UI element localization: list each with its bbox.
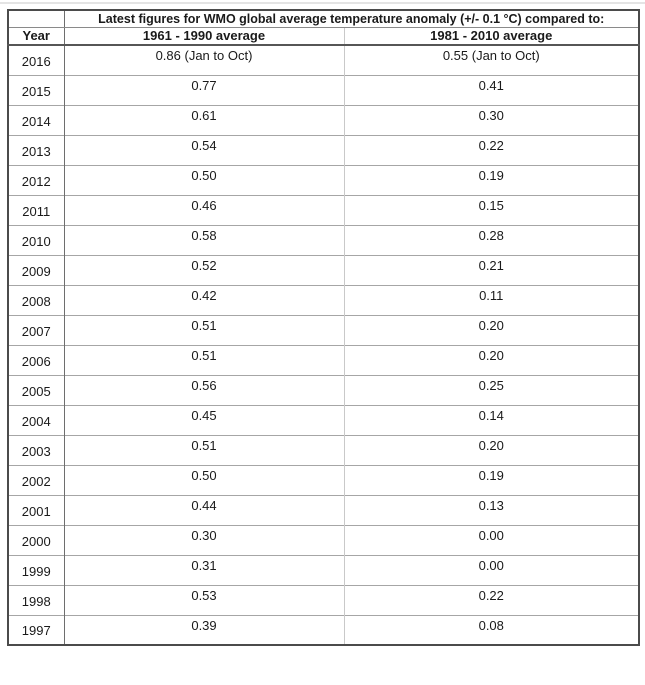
value-1981-2010-cell: 0.19 [344,164,639,195]
table-body: 2016 0.86 (Jan to Oct) 0.55 (Jan to Oct)… [8,44,639,645]
year-cell: 1998 [8,584,65,615]
value-1961-1990-cell: 0.77 [64,74,345,105]
table-row: 2007 0.51 0.20 [8,314,639,345]
table-row: 2002 0.50 0.19 [8,464,639,495]
value-1961-1990-cell: 0.31 [64,554,345,585]
value-1981-2010-cell: 0.22 [344,134,639,165]
year-cell: 2012 [8,164,65,195]
table-row: 1998 0.53 0.22 [8,584,639,615]
value-1961-1990-cell: 0.51 [64,434,345,465]
value-1961-1990-cell: 0.44 [64,494,345,525]
table-row: 2000 0.30 0.00 [8,524,639,555]
value-1981-2010-cell: 0.00 [344,554,639,585]
value-1981-2010-cell: 0.25 [344,374,639,405]
value-1981-2010-cell: 0.28 [344,224,639,255]
value-1961-1990-cell: 0.51 [64,314,345,345]
year-cell: 2015 [8,74,65,105]
year-cell: 1997 [8,614,65,645]
table-row: 2013 0.54 0.22 [8,134,639,165]
value-1961-1990-cell: 0.51 [64,344,345,375]
value-1981-2010-cell: 0.20 [344,314,639,345]
table-row: 1999 0.31 0.00 [8,554,639,585]
table-row: 2011 0.46 0.15 [8,194,639,225]
year-cell: 2009 [8,254,65,285]
avg-1961-1990-column-header: 1961 - 1990 average [64,27,345,46]
value-1961-1990-cell: 0.54 [64,134,345,165]
value-1981-2010-cell: 0.19 [344,464,639,495]
year-cell: 2004 [8,404,65,435]
value-1961-1990-cell: 0.53 [64,584,345,615]
value-1981-2010-cell: 0.00 [344,524,639,555]
value-1961-1990-cell: 0.39 [64,614,345,645]
value-1961-1990-cell: 0.46 [64,194,345,225]
table-row: 2004 0.45 0.14 [8,404,639,435]
table-row: 2016 0.86 (Jan to Oct) 0.55 (Jan to Oct) [8,44,639,75]
year-cell: 2007 [8,314,65,345]
value-1981-2010-cell: 0.22 [344,584,639,615]
value-1961-1990-cell: 0.50 [64,464,345,495]
year-cell: 1999 [8,554,65,585]
year-cell: 2016 [8,44,65,75]
value-1981-2010-cell: 0.30 [344,104,639,135]
table-row: 2003 0.51 0.20 [8,434,639,465]
value-1981-2010-cell: 0.41 [344,74,639,105]
table-row: 2006 0.51 0.20 [8,344,639,375]
table-title: Latest figures for WMO global average te… [64,10,639,28]
value-1981-2010-cell: 0.14 [344,404,639,435]
table-row: 2015 0.77 0.41 [8,74,639,105]
value-1961-1990-cell: 0.52 [64,254,345,285]
value-1981-2010-cell: 0.55 (Jan to Oct) [344,44,639,75]
year-cell: 2014 [8,104,65,135]
corner-empty-cell [8,10,65,28]
year-cell: 2006 [8,344,65,375]
value-1961-1990-cell: 0.61 [64,104,345,135]
table-row: 2005 0.56 0.25 [8,374,639,405]
table-row: 2008 0.42 0.11 [8,284,639,315]
value-1961-1990-cell: 0.42 [64,284,345,315]
temperature-anomaly-table: Latest figures for WMO global average te… [7,9,640,646]
table-row: 2010 0.58 0.28 [8,224,639,255]
page-top-divider [0,2,645,4]
year-cell: 2013 [8,134,65,165]
table-row: 2009 0.52 0.21 [8,254,639,285]
table-row: 2014 0.61 0.30 [8,104,639,135]
value-1981-2010-cell: 0.21 [344,254,639,285]
value-1981-2010-cell: 0.08 [344,614,639,645]
value-1981-2010-cell: 0.11 [344,284,639,315]
year-cell: 2003 [8,434,65,465]
value-1981-2010-cell: 0.20 [344,344,639,375]
value-1981-2010-cell: 0.20 [344,434,639,465]
year-cell: 2008 [8,284,65,315]
value-1981-2010-cell: 0.13 [344,494,639,525]
value-1981-2010-cell: 0.15 [344,194,639,225]
value-1961-1990-cell: 0.56 [64,374,345,405]
value-1961-1990-cell: 0.50 [64,164,345,195]
table-row: 2012 0.50 0.19 [8,164,639,195]
value-1961-1990-cell: 0.45 [64,404,345,435]
value-1961-1990-cell: 0.58 [64,224,345,255]
year-column-header: Year [8,27,65,46]
avg-1981-2010-column-header: 1981 - 2010 average [344,27,639,46]
table-row: 1997 0.39 0.08 [8,614,639,645]
year-cell: 2000 [8,524,65,555]
table-row: 2001 0.44 0.13 [8,494,639,525]
year-cell: 2010 [8,224,65,255]
value-1961-1990-cell: 0.30 [64,524,345,555]
year-cell: 2002 [8,464,65,495]
table-header-row: Year 1961 - 1990 average 1981 - 2010 ave… [8,27,639,46]
value-1961-1990-cell: 0.86 (Jan to Oct) [64,44,345,75]
year-cell: 2005 [8,374,65,405]
table-title-row: Latest figures for WMO global average te… [8,10,639,28]
year-cell: 2001 [8,494,65,525]
year-cell: 2011 [8,194,65,225]
